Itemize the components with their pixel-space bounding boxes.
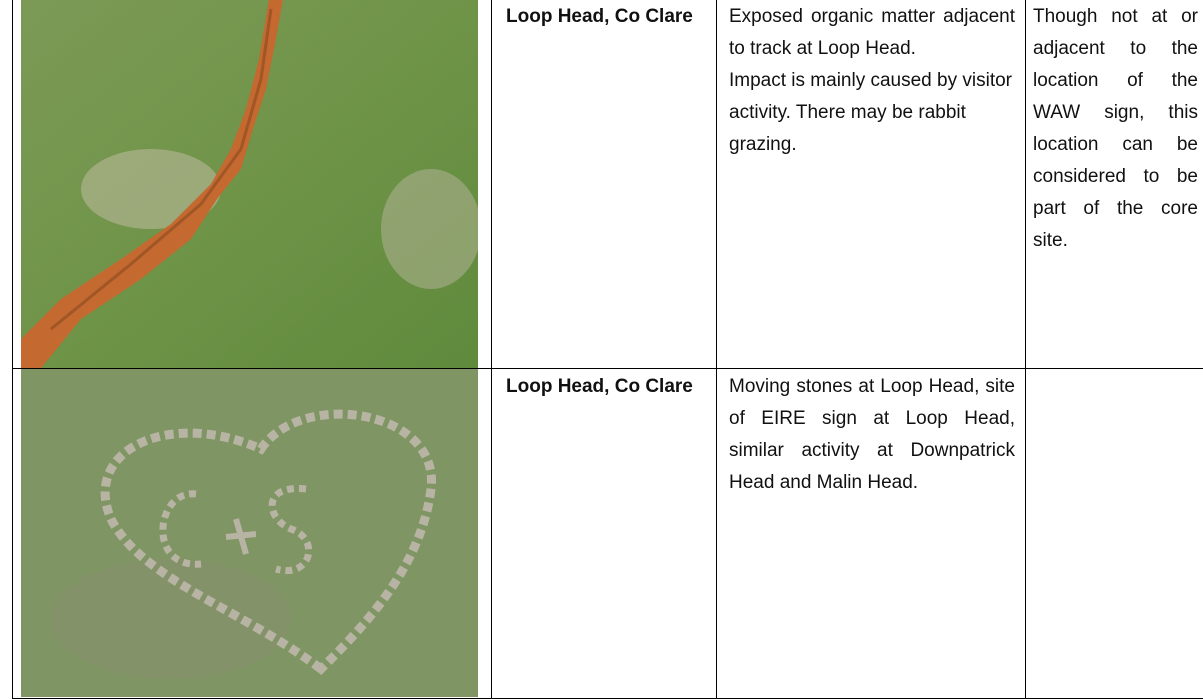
description: Exposed organic matter adjacent to track… [729,1,1015,65]
photo-eroded-track [21,0,478,368]
description: Impact is mainly caused by visitor activ… [729,65,1015,161]
photo-cell [13,369,492,699]
note-cell [1026,369,1203,699]
location: Loop Head, Co Clare [506,376,693,397]
photo-stone-heart [21,369,478,697]
table-row: Loop Head, Co Clare Exposed organic matt… [13,0,1203,369]
photo-cell [13,0,492,369]
location-cell: Loop Head, Co Clare [492,0,717,369]
table-row: Loop Head, Co Clare Moving stones at Loo… [13,369,1203,699]
note: Though not at or adjacent to the locatio… [1033,6,1198,251]
location-cell: Loop Head, Co Clare [492,369,717,699]
note-cell: Though not at or adjacent to the locatio… [1026,0,1203,369]
description-cell: Exposed organic matter adjacent to track… [717,0,1026,369]
description: Moving stones at Loop Head, site of EIRE… [729,371,1015,499]
description-cell: Moving stones at Loop Head, site of EIRE… [717,369,1026,699]
location: Loop Head, Co Clare [506,6,693,27]
site-table: Loop Head, Co Clare Exposed organic matt… [12,0,1203,699]
